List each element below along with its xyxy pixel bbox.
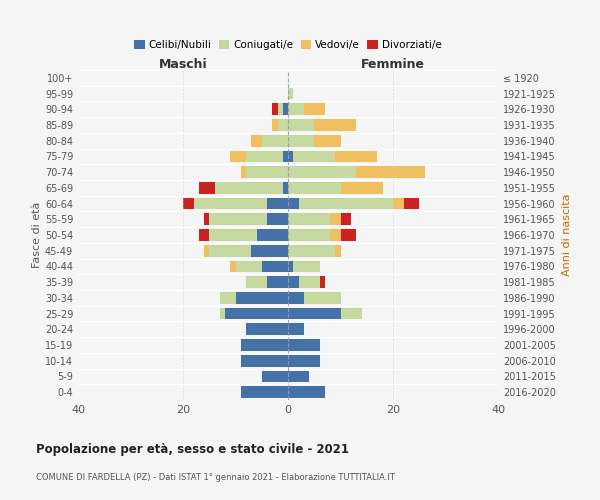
Bar <box>299 198 393 209</box>
Bar <box>341 308 361 320</box>
Bar <box>341 182 383 194</box>
Bar <box>288 119 314 131</box>
Bar <box>330 229 341 241</box>
Bar <box>293 260 320 272</box>
Bar <box>288 308 341 320</box>
Y-axis label: Anni di nascita: Anni di nascita <box>562 194 572 276</box>
Bar <box>288 150 293 162</box>
Bar <box>230 260 235 272</box>
Bar <box>288 88 293 100</box>
Bar <box>241 166 246 178</box>
Bar <box>251 135 262 146</box>
Bar <box>288 370 309 382</box>
Bar <box>283 104 288 115</box>
Bar <box>288 135 314 146</box>
Bar <box>288 166 356 178</box>
Bar <box>241 386 288 398</box>
Bar <box>288 198 299 209</box>
Bar <box>262 135 288 146</box>
Bar <box>267 276 288 288</box>
Bar <box>288 182 341 194</box>
Bar <box>335 150 377 162</box>
Bar <box>251 245 288 256</box>
Bar <box>220 292 235 304</box>
Text: COMUNE DI FARDELLA (PZ) - Dati ISTAT 1° gennaio 2021 - Elaborazione TUTTITALIA.I: COMUNE DI FARDELLA (PZ) - Dati ISTAT 1° … <box>36 472 395 482</box>
Bar <box>241 355 288 366</box>
Bar <box>283 150 288 162</box>
Bar <box>283 182 288 194</box>
Bar <box>404 198 419 209</box>
Bar <box>225 308 288 320</box>
Bar <box>335 245 341 256</box>
Bar <box>393 198 404 209</box>
Bar <box>288 229 330 241</box>
Y-axis label: Fasce di età: Fasce di età <box>32 202 42 268</box>
Bar <box>215 182 283 194</box>
Bar <box>314 135 341 146</box>
Bar <box>288 386 325 398</box>
Bar <box>288 104 304 115</box>
Bar <box>288 355 320 366</box>
Bar <box>262 370 288 382</box>
Bar <box>257 229 288 241</box>
Bar <box>262 260 288 272</box>
Bar <box>199 229 209 241</box>
Text: Femmine: Femmine <box>361 58 425 71</box>
Bar <box>235 260 262 272</box>
Text: Maschi: Maschi <box>158 58 208 71</box>
Bar <box>320 276 325 288</box>
Bar <box>356 166 425 178</box>
Bar <box>288 324 304 335</box>
Bar <box>267 198 288 209</box>
Bar <box>204 245 209 256</box>
Bar <box>293 150 335 162</box>
Bar <box>209 229 257 241</box>
Bar <box>267 214 288 225</box>
Bar <box>288 214 330 225</box>
Bar <box>246 276 267 288</box>
Bar <box>288 292 304 304</box>
Bar <box>246 150 283 162</box>
Bar <box>341 214 351 225</box>
Bar <box>288 276 299 288</box>
Bar <box>272 119 277 131</box>
Bar <box>183 198 193 209</box>
Bar <box>246 324 288 335</box>
Bar <box>277 104 283 115</box>
Bar <box>272 104 277 115</box>
Bar <box>277 119 288 131</box>
Text: Popolazione per età, sesso e stato civile - 2021: Popolazione per età, sesso e stato civil… <box>36 442 349 456</box>
Bar <box>304 292 341 304</box>
Bar <box>341 229 356 241</box>
Bar <box>209 214 267 225</box>
Bar <box>288 260 293 272</box>
Bar <box>288 245 335 256</box>
Bar <box>193 198 267 209</box>
Legend: Celibi/Nubili, Coniugati/e, Vedovi/e, Divorziati/e: Celibi/Nubili, Coniugati/e, Vedovi/e, Di… <box>130 36 446 54</box>
Bar <box>330 214 341 225</box>
Bar <box>288 339 320 351</box>
Bar <box>199 182 215 194</box>
Bar <box>204 214 209 225</box>
Bar <box>209 245 251 256</box>
Bar <box>220 308 225 320</box>
Bar <box>314 119 356 131</box>
Bar <box>235 292 288 304</box>
Bar <box>241 339 288 351</box>
Bar <box>246 166 288 178</box>
Bar <box>299 276 320 288</box>
Bar <box>304 104 325 115</box>
Bar <box>230 150 246 162</box>
